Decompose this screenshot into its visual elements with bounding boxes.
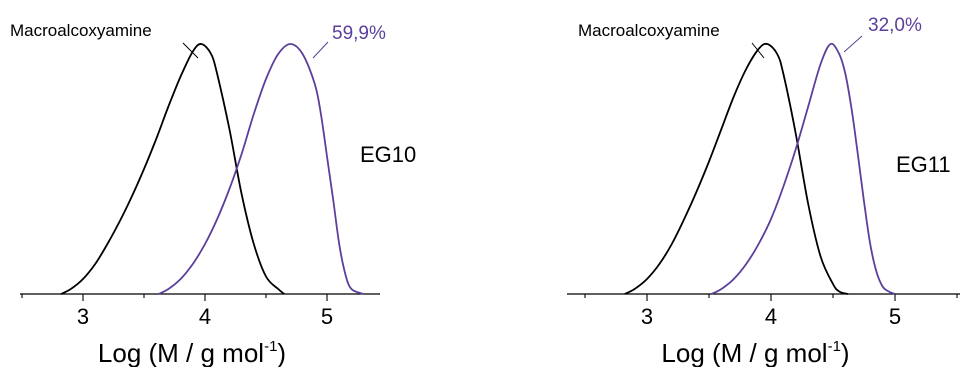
series-label-sample: 59,9% — [332, 23, 386, 44]
macroalcoxyamine-leader-line — [751, 42, 765, 59]
x-tick-label: 5 — [321, 304, 333, 329]
sample-id-label: EG10 — [360, 142, 416, 167]
x-axis-label-main: Log (M / g mol — [98, 338, 264, 367]
x-tick-label: 3 — [641, 304, 653, 329]
x-axis-label-close: ) — [841, 338, 850, 367]
macroalcoxyamine-leader-line — [182, 42, 199, 59]
x-axis-label-superscript: -1 — [828, 338, 841, 355]
x-tick-label: 4 — [765, 304, 777, 329]
series-label-macroalcoxyamine: Macroalcoxyamine — [578, 21, 720, 40]
series-line-macroalcoxyamine — [60, 43, 285, 295]
series-line-macroalcoxyamine — [624, 42, 849, 295]
series-label-macroalcoxyamine: Macroalcoxyamine — [10, 21, 152, 40]
x-axis-label-main: Log (M / g mol — [661, 338, 827, 367]
x-tick-label: 3 — [77, 304, 89, 329]
x-axis-label-close: ) — [277, 338, 286, 367]
series-line-sample — [158, 43, 364, 295]
x-axis-label: Log (M / g mol-1) — [661, 338, 849, 367]
chart-panel-2: 3 4 5 Log (M / g mol-1) Macroalcoxyamine 32,0… — [567, 15, 960, 367]
x-axis-label: Log (M / g mol-1) — [98, 338, 286, 367]
x-tick-label: 5 — [889, 304, 901, 329]
series-line-sample — [711, 42, 896, 295]
series-label-sample: 32,0% — [868, 15, 922, 36]
x-tick-label: 4 — [199, 304, 211, 329]
sample-id-label: EG11 — [896, 152, 951, 177]
sample-leader-line — [843, 35, 863, 53]
chart-panel-1: 3 4 5 Log (M / g mol-1) Macroalcoxyamine 59,9… — [10, 21, 416, 367]
sample-leader-line — [312, 41, 329, 59]
x-axis-label-superscript: -1 — [264, 338, 277, 355]
